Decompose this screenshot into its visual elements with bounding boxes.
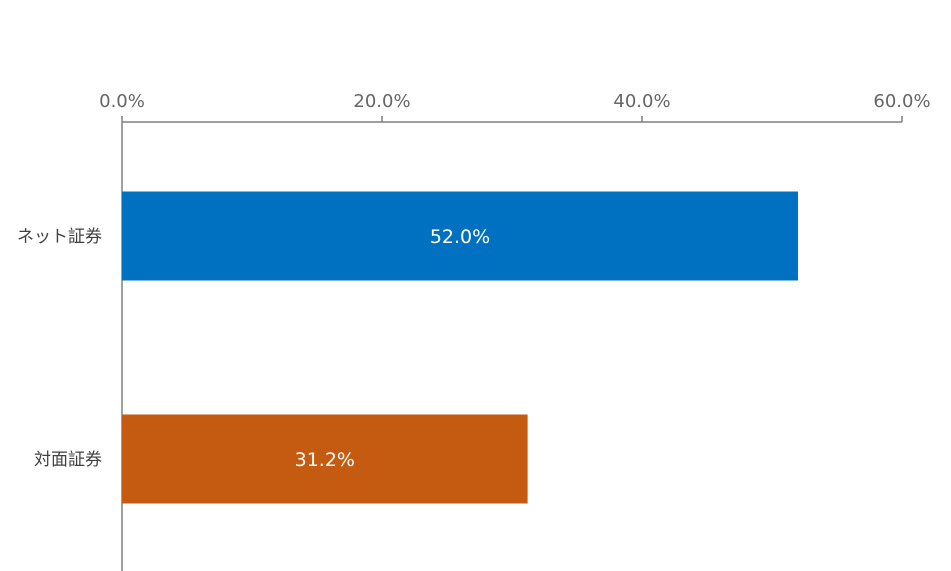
- category-label: ネット証券: [17, 227, 102, 247]
- x-tick-label: 0.0%: [99, 91, 145, 112]
- bar-data-label: 31.2%: [295, 449, 355, 471]
- bars: [122, 191, 798, 504]
- x-tick-label: 60.0%: [873, 91, 930, 112]
- x-axis-ticks: 0.0% 20.0% 40.0% 60.0%: [99, 91, 931, 122]
- bar: [122, 191, 798, 281]
- category-label: 対面証券: [34, 450, 102, 470]
- bar: [122, 414, 528, 504]
- x-tick-label: 40.0%: [613, 91, 670, 112]
- bar-data-label: 52.0%: [430, 226, 490, 248]
- x-tick-label: 20.0%: [353, 91, 410, 112]
- labels: 52.0% ネット証券 31.2% 対面証券: [17, 226, 490, 471]
